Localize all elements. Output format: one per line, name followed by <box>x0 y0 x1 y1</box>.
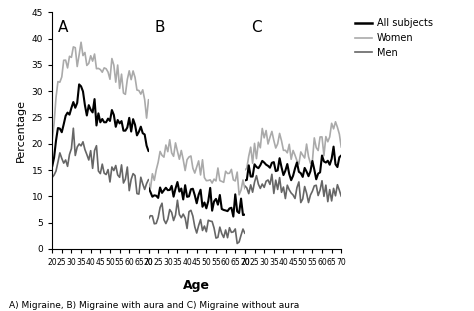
Legend: All subjects, Women, Men: All subjects, Women, Men <box>351 14 437 62</box>
Text: A) Migraine, B) Migraine with aura and C) Migraine without aura: A) Migraine, B) Migraine with aura and C… <box>9 301 300 310</box>
Text: B: B <box>155 20 165 35</box>
Text: C: C <box>251 20 261 35</box>
Text: Age: Age <box>183 279 210 292</box>
Y-axis label: Percentage: Percentage <box>16 99 26 162</box>
Text: A: A <box>58 20 68 35</box>
